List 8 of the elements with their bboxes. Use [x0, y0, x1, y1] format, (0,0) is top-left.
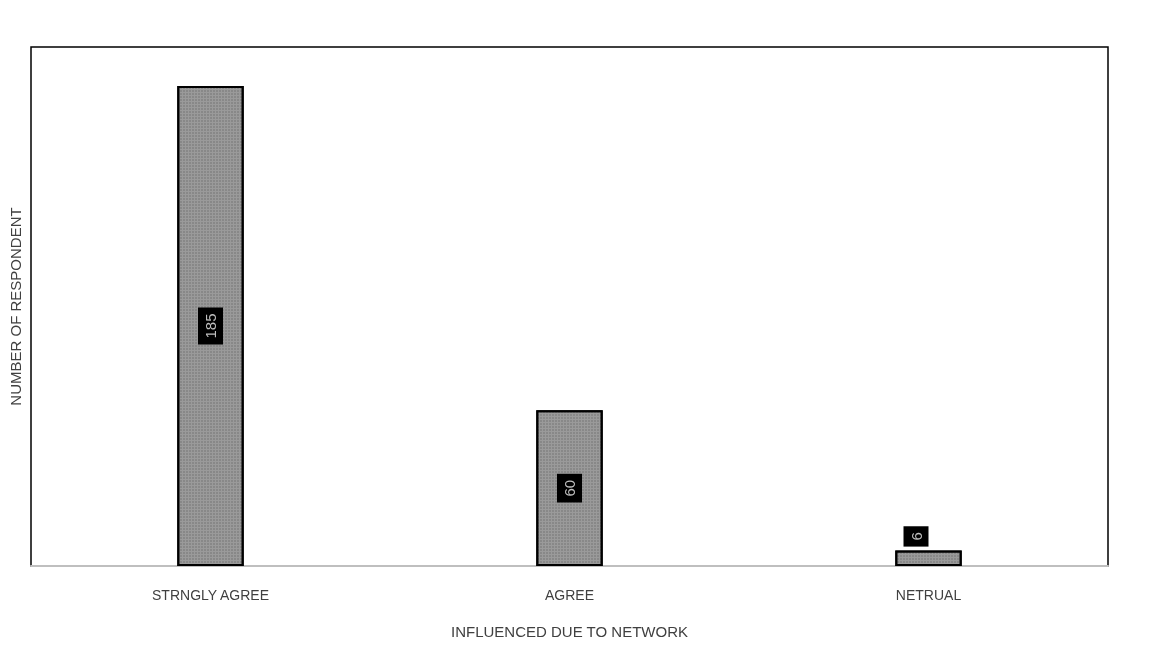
data-label: 6	[907, 532, 925, 541]
y-axis-title: NUMBER OF RESPONDENT	[7, 207, 24, 406]
x-axis-title: INFLUENCED DUE TO NETWORK	[451, 623, 688, 640]
data-label: 185	[202, 313, 219, 339]
data-label: 60	[561, 479, 578, 497]
x-tick-label: NETRUAL	[895, 587, 962, 603]
x-tick-label: STRNGLY AGREE	[152, 587, 269, 603]
x-tick-label: AGREE	[544, 587, 595, 603]
